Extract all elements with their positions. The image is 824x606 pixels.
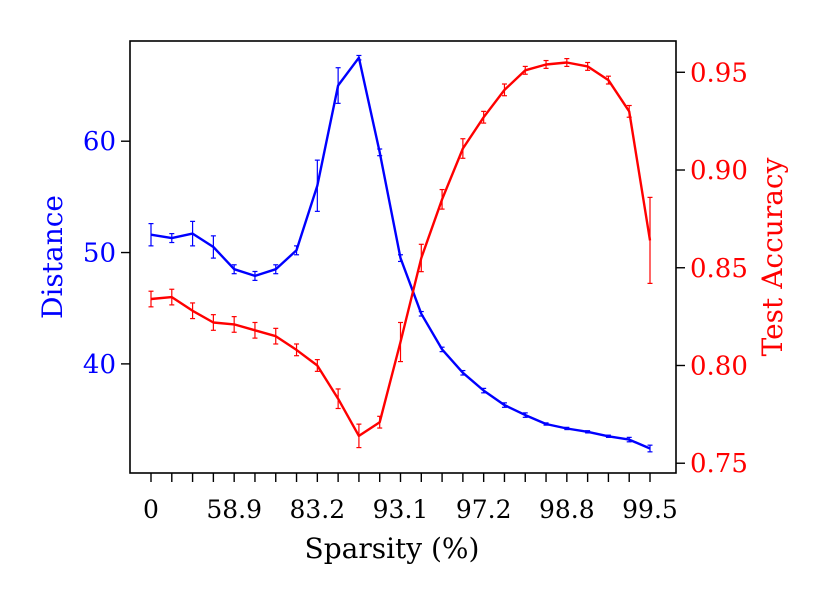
y-axis-left-label: Distance	[36, 195, 69, 319]
y-left-tick-label: 60	[83, 127, 116, 157]
y-right-tick-label: 0.75	[690, 449, 748, 479]
series-left	[148, 54, 653, 453]
x-tick-label: 0	[143, 495, 159, 524]
x-axis: 0 58.9 83.2 93.1 97.2 98.8 99.5	[143, 473, 678, 524]
series-right	[148, 57, 653, 449]
plot-area-frame	[129, 40, 677, 474]
y-axis-right: 0.75 0.80 0.85 0.90 0.95	[676, 58, 748, 479]
x-axis-label: Sparsity (%)	[305, 532, 480, 565]
series-line	[150, 56, 651, 450]
y-left-tick-label: 40	[83, 350, 116, 380]
y-right-tick-label: 0.95	[690, 58, 748, 88]
series-line	[150, 61, 652, 438]
x-tick-label: 58.9	[206, 495, 262, 524]
y-right-tick-label: 0.90	[690, 156, 748, 186]
x-tick-label: 99.5	[622, 495, 678, 524]
y-left-tick-label: 50	[83, 239, 116, 269]
y-right-tick-label: 0.80	[690, 351, 748, 381]
series-layer	[148, 54, 653, 453]
y-axis-right-label: Test Accuracy	[756, 157, 789, 356]
x-tick-label: 98.8	[539, 495, 595, 524]
x-tick-label: 97.2	[456, 495, 512, 524]
y-axis-left: 40 50 60	[83, 127, 130, 380]
x-tick-label: 83.2	[289, 495, 345, 524]
y-right-tick-label: 0.85	[690, 254, 748, 284]
x-tick-label: 93.1	[373, 495, 429, 524]
